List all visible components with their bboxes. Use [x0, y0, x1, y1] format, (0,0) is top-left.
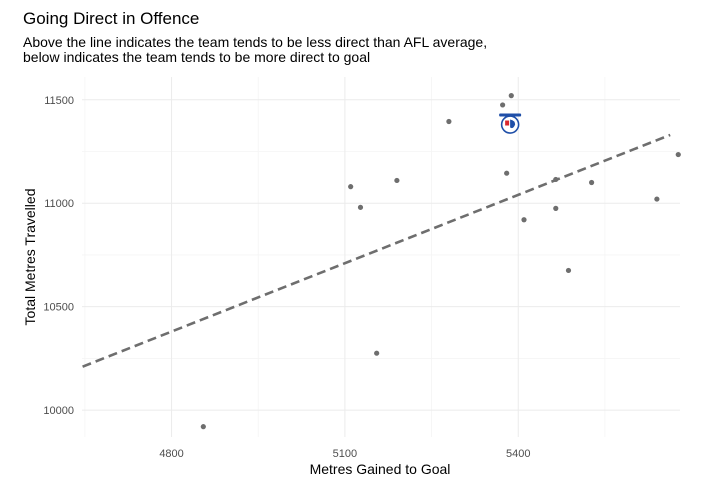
data-point — [654, 196, 660, 202]
data-point — [394, 177, 400, 184]
chart-subtitle-line-1: Above the line indicates the team tends … — [23, 34, 488, 50]
x-tick-label: 4800 — [159, 448, 183, 460]
chart-subtitle-line-2: below indicates the team tends to be mor… — [23, 49, 371, 65]
chart-title: Going Direct in Offence — [23, 9, 200, 28]
chart-subtitle: Above the line indicates the team tends … — [23, 35, 703, 65]
team-logo-badge — [500, 115, 520, 134]
y-tick-label: 11500 — [44, 95, 74, 107]
data-point — [553, 205, 559, 211]
data-point — [374, 350, 380, 356]
y-tick-label: 11000 — [44, 198, 74, 210]
x-tick-label: 5400 — [506, 448, 530, 460]
data-point — [589, 179, 595, 186]
y-tick-label: 10000 — [43, 405, 74, 417]
team-logo-banner — [499, 113, 522, 117]
data-point — [565, 267, 572, 274]
data-point — [675, 151, 681, 158]
y-tick-label: 10500 — [43, 302, 74, 314]
x-tick-label: 5100 — [333, 448, 357, 460]
points-group — [200, 93, 681, 430]
x-axis-title: Metres Gained to Goal — [310, 461, 451, 477]
team-logo-dog-shape — [510, 119, 516, 129]
y-tick-labels: 10000 10500 11000 11500 — [43, 95, 74, 417]
data-point — [521, 217, 527, 223]
data-point — [357, 204, 364, 210]
data-point — [508, 93, 514, 99]
data-point — [348, 184, 354, 190]
x-tick-labels: 4800 5100 5400 — [159, 448, 530, 460]
data-point — [553, 176, 559, 183]
y-axis-title: Total Metres Travelled — [22, 189, 38, 326]
team-logo-red-block — [505, 120, 510, 126]
data-point — [200, 424, 206, 430]
trend-line-group — [82, 133, 671, 368]
team-logo-group — [499, 113, 522, 134]
data-point — [504, 170, 510, 176]
data-point — [446, 118, 452, 125]
data-point — [500, 102, 506, 108]
trend-line — [82, 133, 671, 368]
grid — [82, 77, 680, 437]
